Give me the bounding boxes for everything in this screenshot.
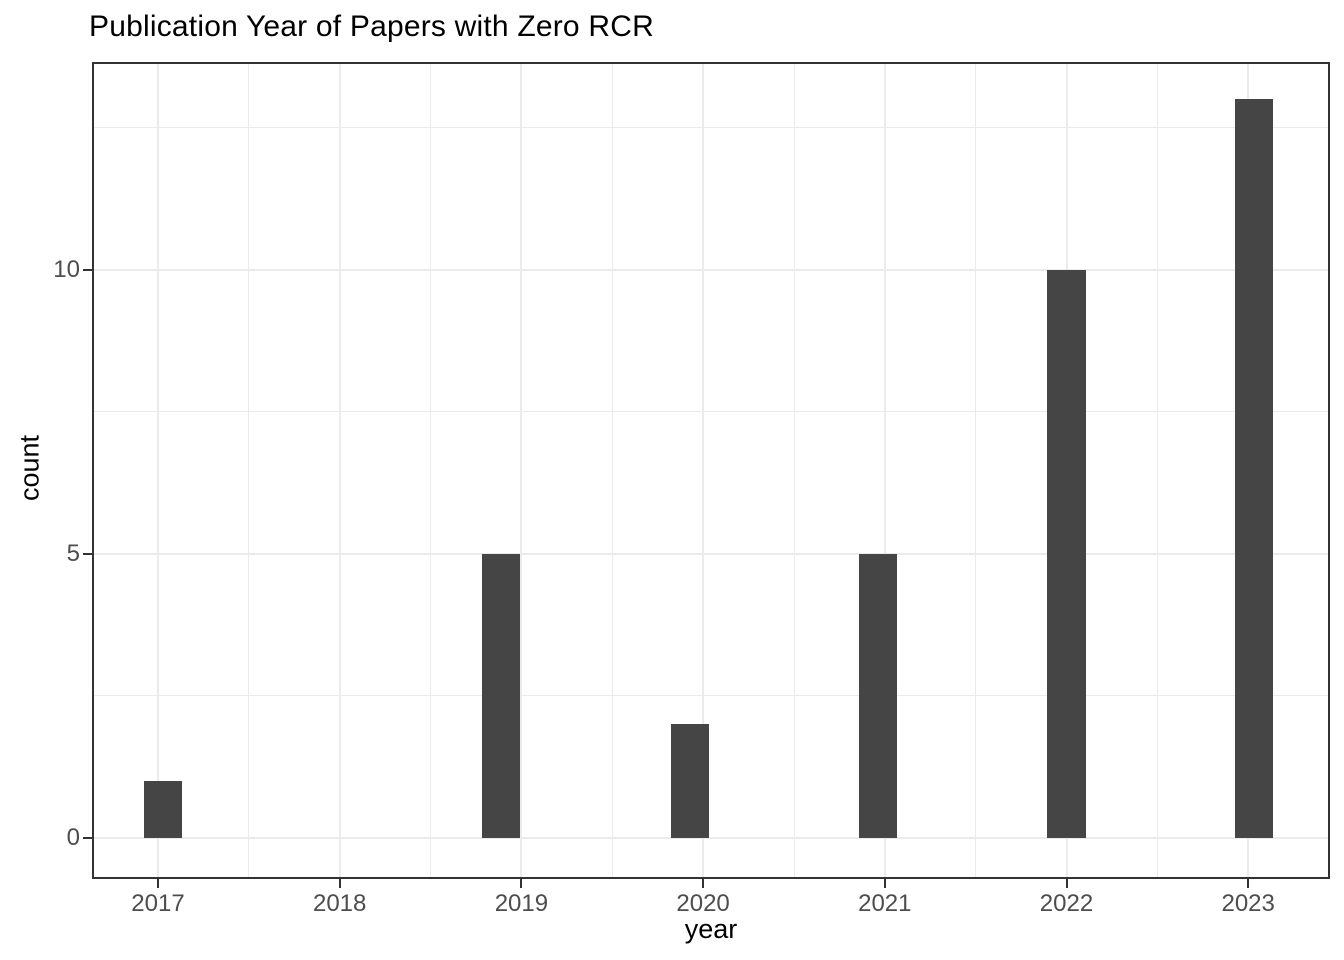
y-major-gridline (92, 552, 1330, 555)
y-tick-label: 5 (66, 539, 80, 567)
panel-border (92, 62, 1330, 879)
y-axis-title: count (14, 434, 45, 502)
x-minor-gridline (430, 62, 431, 879)
x-tick-label: 2018 (312, 890, 367, 917)
x-tick-label: 2021 (858, 890, 912, 917)
bar-year-2019 (482, 553, 521, 839)
x-tick-label: 2017 (131, 890, 185, 917)
x-minor-gridline (248, 62, 250, 879)
x-tick-mark (157, 879, 159, 888)
x-tick-mark (1065, 879, 1068, 888)
bar-year-2023 (1234, 99, 1273, 839)
x-tick-mark (883, 879, 886, 888)
y-tick-label: 10 (53, 255, 80, 283)
x-major-gridline (338, 62, 341, 879)
x-major-gridline (157, 62, 159, 879)
bar-year-2020 (671, 724, 710, 839)
x-major-gridline (520, 62, 523, 879)
x-minor-gridline (975, 62, 977, 879)
y-tick-label: 0 (66, 824, 80, 852)
y-tick-mark (83, 268, 92, 271)
x-tick-label: 2020 (676, 890, 730, 917)
x-minor-gridline (611, 62, 613, 879)
y-major-gridline (92, 837, 1330, 840)
bar-year-2022 (1047, 269, 1086, 838)
x-tick-mark (338, 879, 341, 888)
x-tick-label: 2023 (1221, 890, 1275, 917)
x-major-gridline (702, 62, 705, 879)
bar-year-2021 (858, 553, 897, 839)
x-major-gridline (883, 62, 886, 879)
y-minor-gridline (92, 126, 1330, 128)
x-minor-gridline (793, 62, 795, 879)
x-tick-label: 2022 (1039, 890, 1094, 917)
y-minor-gridline (92, 411, 1330, 413)
y-minor-gridline (92, 695, 1330, 697)
x-tick-mark (702, 879, 705, 888)
chart-title: Publication Year of Papers with Zero RCR (89, 10, 654, 43)
y-tick-mark (83, 552, 92, 555)
x-tick-label: 2019 (494, 890, 549, 917)
x-tick-mark (1247, 879, 1250, 888)
y-major-gridline (92, 268, 1330, 271)
x-tick-mark (520, 879, 523, 888)
x-minor-gridline (1156, 62, 1158, 879)
y-tick-mark (83, 837, 92, 840)
bar-year-2017 (144, 781, 183, 839)
x-axis-title: year (684, 914, 738, 944)
